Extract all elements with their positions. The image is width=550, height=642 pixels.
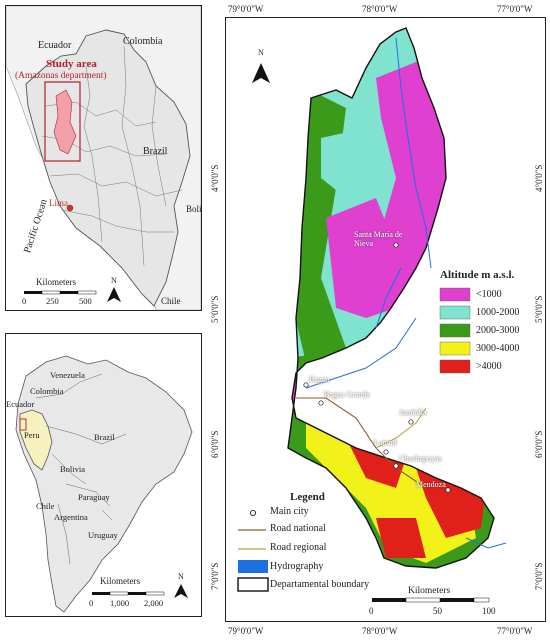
label-venezuela: Venezuela: [50, 370, 85, 380]
sa-scale-title: Kilometers: [100, 576, 140, 586]
city-bagua-grande: Bagua Grande: [324, 390, 370, 399]
city-chachapoyas: Chachapoyas: [399, 454, 442, 463]
sa-scale-tick-1: 1,000: [110, 598, 130, 608]
peru-map-graphic: [6, 6, 201, 310]
label-chile: Chile: [161, 296, 181, 306]
sa-scale-tick-0: 0: [89, 598, 94, 608]
lon-label-top-1: 79°0'0"W: [228, 4, 264, 14]
label-sa-peru: Peru: [24, 430, 40, 440]
main-altitude-map: N Santa María de Nieva Bagua Bagua Grand…: [225, 17, 546, 622]
lon-label-top-3: 77°0'0"W: [497, 4, 533, 14]
legend-road-national: Road national: [270, 523, 326, 534]
lat-label-right-3: 6°0'0"S: [534, 430, 544, 458]
altitude-legend-title: Altitude m a.s.l.: [440, 269, 515, 281]
main-scale-tick-0: 0: [369, 606, 374, 616]
label-sa-brazil: Brazil: [94, 432, 115, 442]
label-sa-uruguay: Uruguay: [88, 530, 118, 540]
altitude-class-5: >4000: [476, 361, 502, 372]
label-lima: Lima: [49, 198, 68, 208]
altitude-class-1: <1000: [476, 289, 502, 300]
lat-label-right-2: 5°0'0"S: [534, 295, 544, 323]
legend-hydrography: Hydrography: [270, 561, 324, 572]
lon-label-bottom-3: 77°0'0"W: [497, 626, 533, 636]
south-america-graphic: [6, 334, 201, 616]
label-sa-bolivia: Bolivia: [60, 464, 86, 474]
study-area-subtitle: (Amazonas department): [15, 71, 107, 81]
study-area-title: Study area: [46, 58, 97, 70]
sa-scale-tick-2: 2,000: [144, 598, 164, 608]
lat-label-left-2: 5°0'0"S: [210, 295, 220, 323]
label-sa-colombia: Colombia: [30, 386, 64, 396]
city-jumbilla: Jumbilla: [399, 408, 427, 417]
label-sa-chile: Chile: [36, 501, 55, 511]
main-scale-tick-2: 100: [482, 606, 496, 616]
label-brazil: Brazil: [143, 146, 168, 157]
main-scale-tick-1: 50: [433, 606, 442, 616]
main-scale-title: Kilometers: [408, 586, 451, 596]
legend-main-city: Main city: [270, 506, 309, 517]
altitude-class-3: 2000-3000: [476, 325, 520, 336]
legend-dept-boundary: Departamental boundary: [270, 579, 370, 590]
lat-label-left-4: 7°0'0"S: [210, 562, 220, 590]
sa-north-label: N: [178, 572, 184, 581]
lon-label-bottom-1: 79°0'0"W: [228, 626, 264, 636]
legend-road-regional: Road regional: [270, 542, 327, 553]
city-santa-maria: Santa María de Nieva: [354, 230, 403, 248]
label-colombia: Colombia: [123, 36, 163, 47]
label-sa-ecuador: Ecuador: [6, 399, 35, 409]
lat-label-right-1: 4°0'0"S: [534, 164, 544, 192]
peru-scale-tick-0: 0: [22, 296, 27, 306]
lat-label-left-3: 6°0'0"S: [210, 430, 220, 458]
label-bolivia: Bolivia: [186, 204, 201, 214]
peru-north-label: N: [111, 276, 117, 285]
altitude-class-4: 3000-4000: [476, 343, 520, 354]
peru-scale-tick-2: 500: [79, 296, 92, 306]
main-north-label: N: [258, 48, 264, 57]
lon-label-top-2: 78°0'0"W: [362, 4, 398, 14]
peru-inset-map: Ecuador Colombia Brazil Study area (Amaz…: [5, 5, 202, 311]
peru-scale-title: Kilometers: [36, 277, 76, 287]
amazonas-relief-graphic: [237, 27, 507, 603]
label-ecuador: Ecuador: [38, 40, 72, 51]
peru-scale-tick-1: 250: [46, 296, 59, 306]
lat-label-left-1: 4°0'0"S: [210, 164, 220, 192]
altitude-class-2: 1000-2000: [476, 307, 520, 318]
lat-label-right-4: 7°0'0"S: [534, 562, 544, 590]
legend-title: Legend: [290, 491, 325, 503]
lon-label-bottom-2: 78°0'0"W: [362, 626, 398, 636]
city-bagua: Bagua: [309, 375, 330, 384]
south-america-inset-map: Venezuela Colombia Ecuador Peru Brazil B…: [5, 333, 202, 617]
city-lamud: Lamud: [374, 438, 397, 447]
label-sa-paraguay: Paraguay: [78, 492, 110, 502]
label-sa-argentina: Argentina: [54, 512, 88, 522]
city-mendoza: Mendoza: [416, 480, 446, 489]
